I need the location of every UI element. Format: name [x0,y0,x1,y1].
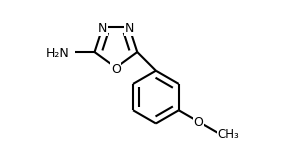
Text: H₂N: H₂N [46,47,70,60]
Text: N: N [124,22,134,35]
Text: N: N [98,22,107,35]
Text: O: O [111,63,121,76]
Text: CH₃: CH₃ [218,128,239,141]
Text: O: O [193,116,203,130]
